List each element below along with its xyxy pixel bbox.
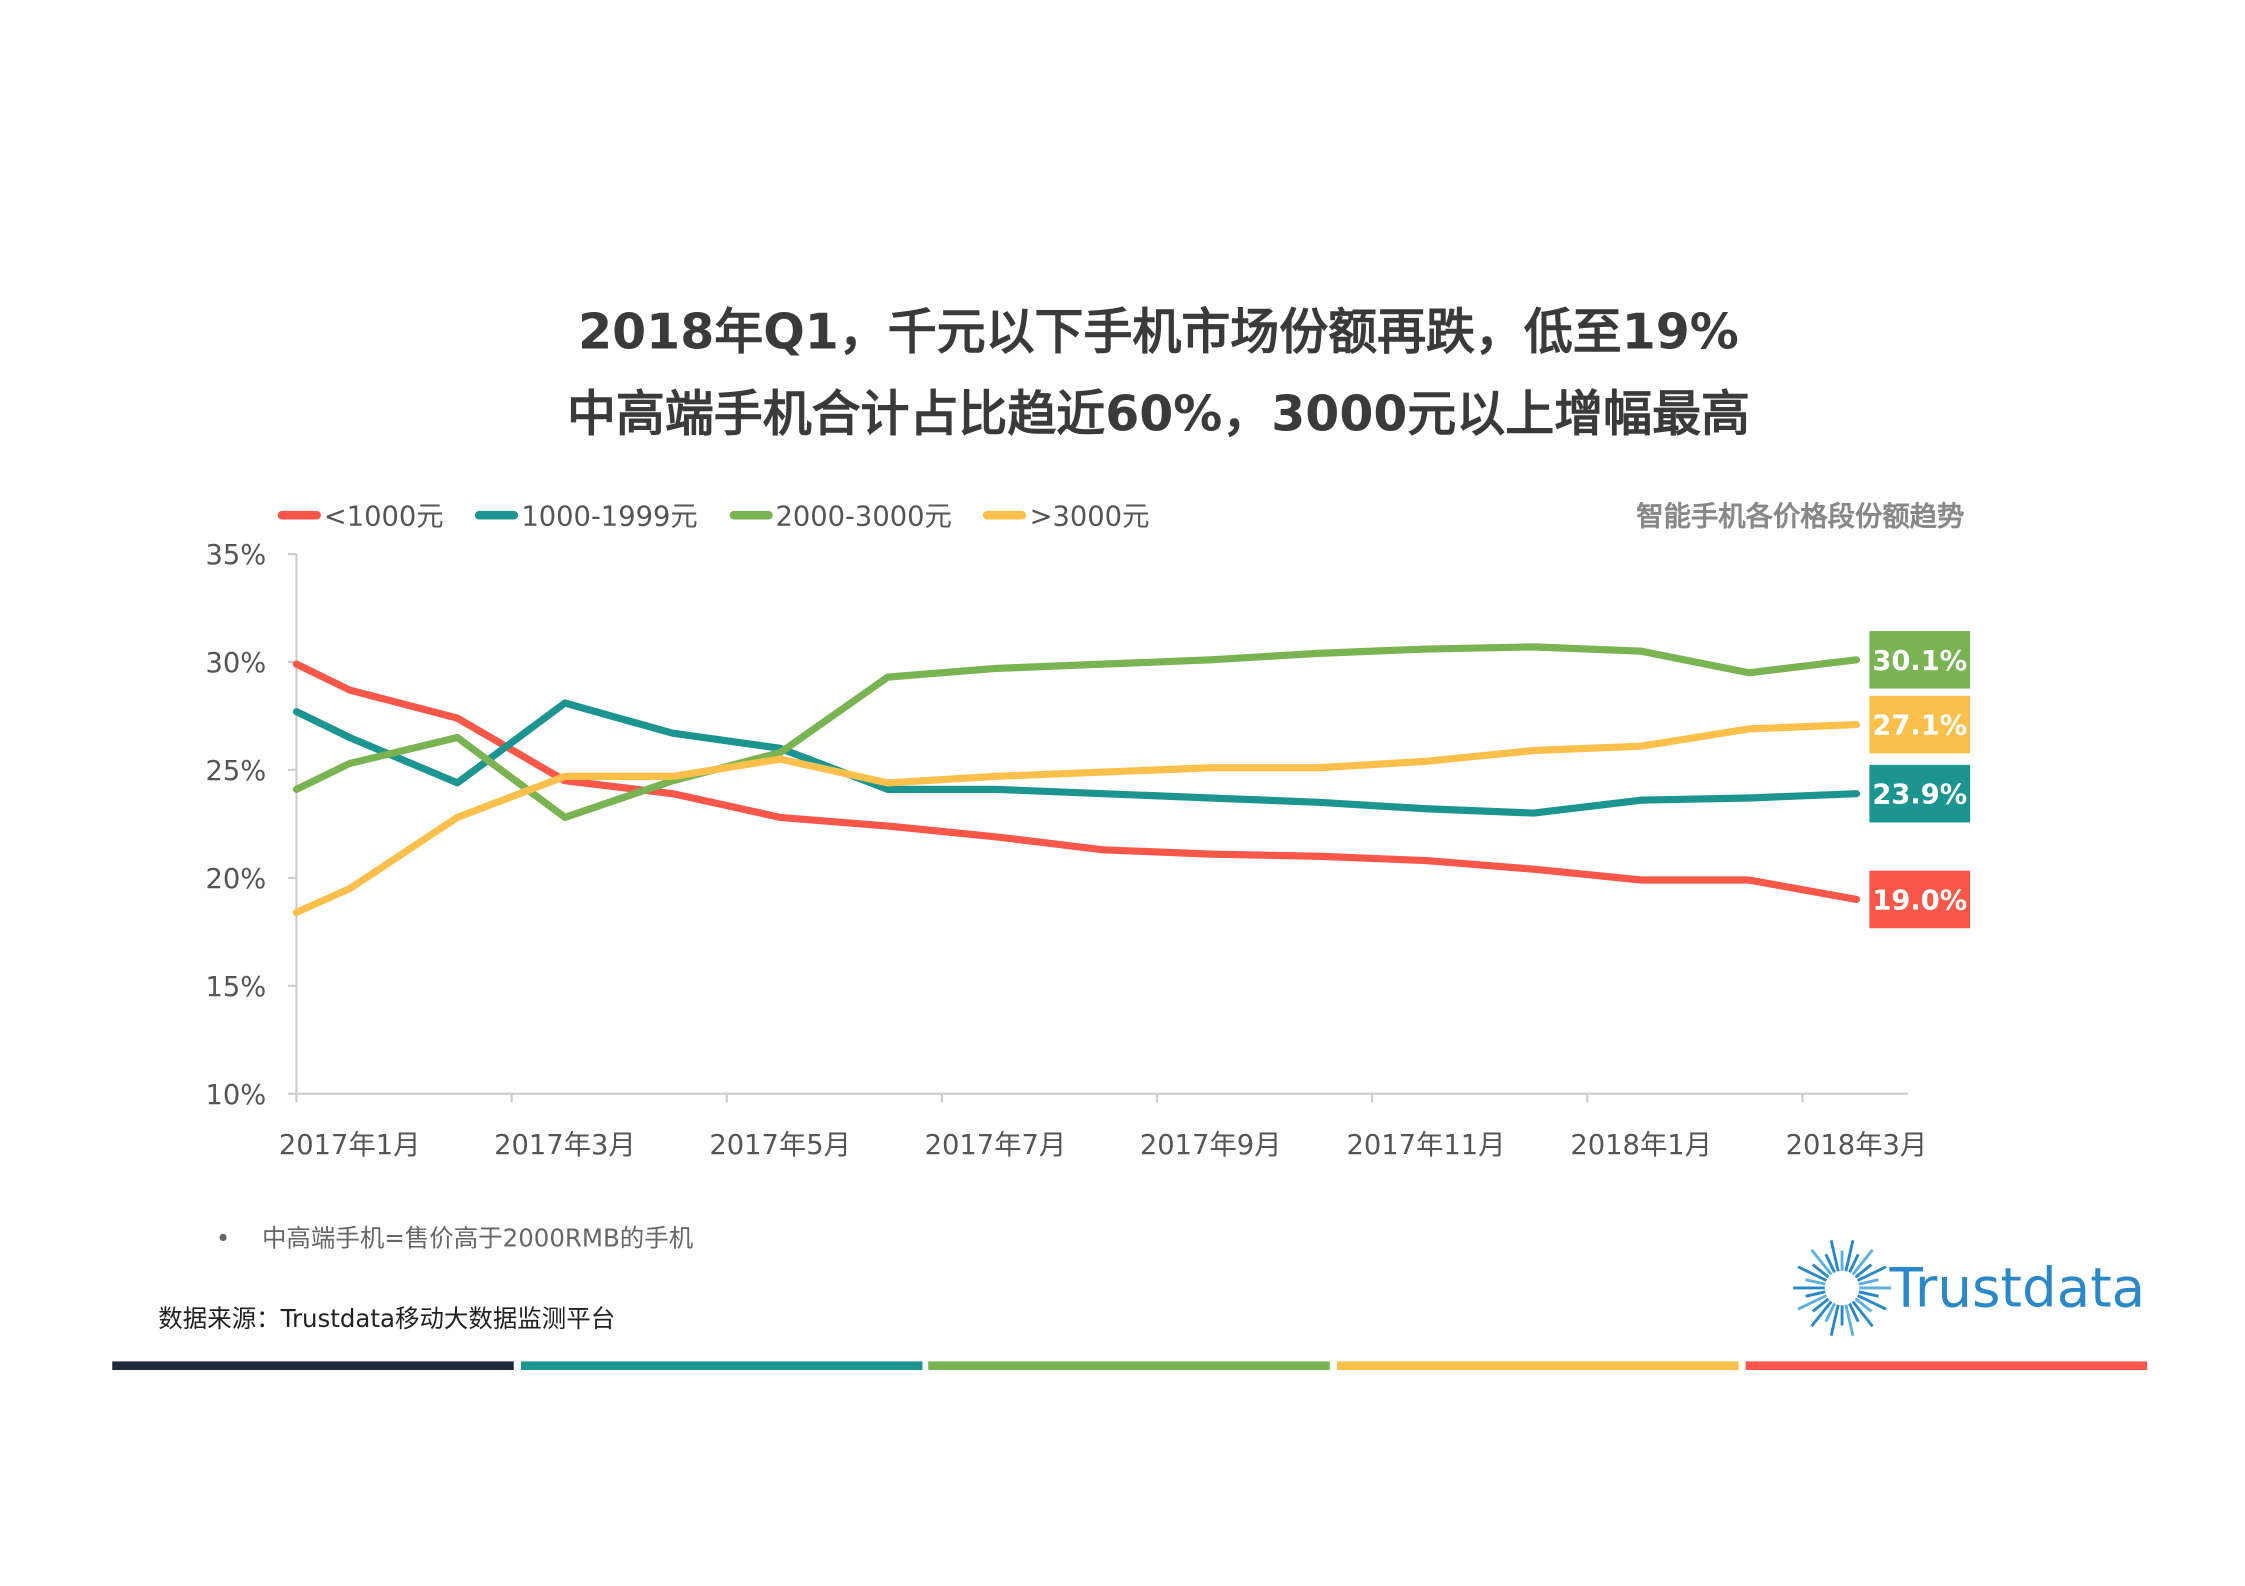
- sunburst-ray: [1858, 1290, 1879, 1298]
- bullet: •: [215, 1224, 231, 1254]
- sunburst-ray: [1829, 1304, 1840, 1337]
- chart-legend: <1000元 1000-1999元 2000-3000元 >3000元: [277, 495, 1150, 534]
- legend-swatch: [729, 510, 773, 519]
- footnote: • 中高端手机=售价高于2000RMB的手机: [215, 1217, 694, 1254]
- footer-bar-segment: [928, 1361, 1330, 1371]
- sunburst-ray: [1805, 1278, 1826, 1286]
- sunburst-ray: [1854, 1263, 1873, 1279]
- sunburst-ray: [1858, 1278, 1879, 1286]
- sunburst-ray: [1856, 1265, 1887, 1282]
- sunburst-ray: [1811, 1297, 1830, 1313]
- end-value-badge: [1869, 764, 1971, 823]
- chart-title: 智能手机各价格段份额趋势: [1636, 500, 1965, 533]
- data-source: 数据来源：Trustdata移动大数据监测平台: [158, 1305, 616, 1335]
- sunburst-ray: [1810, 1248, 1833, 1276]
- title-line-1: 2018年Q1，千元以下手机市场份额再跌，低至19%: [578, 303, 1739, 362]
- sunburst-ray: [1848, 1253, 1860, 1274]
- sunburst-ray: [1854, 1297, 1873, 1313]
- sunburst-ray: [1824, 1253, 1836, 1274]
- footer-bar-segment: [1745, 1361, 2148, 1371]
- legend-item: >3000元: [983, 495, 1150, 534]
- sunburst-ray: [1844, 1239, 1855, 1272]
- legend-item: 2000-3000元: [729, 495, 952, 534]
- x-tick-label: 2017年11月: [1346, 1130, 1505, 1161]
- legend-swatch: [475, 510, 519, 519]
- sunburst-ray: [1851, 1300, 1874, 1328]
- footer-bar-segment: [112, 1361, 514, 1371]
- x-tick-label: 2018年1月: [1570, 1130, 1712, 1161]
- series-line-3: [292, 720, 1861, 916]
- x-tick-label: 2018年3月: [1786, 1130, 1928, 1161]
- end-value-label: 30.1%: [1872, 646, 1967, 677]
- end-value-badge: [1869, 695, 1971, 754]
- sunburst-ray: [1797, 1294, 1828, 1311]
- footer-bar-segment: [1336, 1361, 1739, 1371]
- legend-label: <1000元: [323, 500, 444, 533]
- sunburst-ray: [1851, 1248, 1874, 1276]
- end-value-badge: [1869, 870, 1971, 929]
- end-value-label: 23.9%: [1872, 780, 1967, 811]
- sunburst-ray: [1829, 1239, 1840, 1272]
- y-tick-label: 30%: [205, 648, 266, 679]
- y-tick-label: 20%: [205, 864, 266, 895]
- legend-item: <1000元: [277, 495, 444, 534]
- sunburst-ray: [1811, 1263, 1830, 1279]
- sunburst-ray: [1797, 1265, 1828, 1282]
- title-line-2: 中高端手机合计占比趋近60%，3000元以上增幅最高: [566, 385, 1750, 444]
- footer-bar-segment: [520, 1361, 923, 1371]
- legend-label: >3000元: [1029, 500, 1150, 533]
- end-value-badge: [1869, 631, 1971, 689]
- x-tick-label: 2017年9月: [1140, 1130, 1282, 1161]
- x-tick-label: 2017年5月: [709, 1130, 851, 1161]
- legend-swatch: [983, 510, 1027, 519]
- end-value-label: 27.1%: [1872, 711, 1967, 742]
- x-tick-label: 2017年1月: [279, 1130, 421, 1161]
- legend-item: 1000-1999元: [475, 495, 698, 534]
- sunburst-ray: [1848, 1302, 1860, 1323]
- y-tick-label: 35%: [205, 540, 266, 571]
- sunburst-icon: [1793, 1239, 1891, 1337]
- end-value-label: 19.0%: [1872, 886, 1967, 917]
- series-line-2: [292, 643, 1861, 822]
- legend-label: 2000-3000元: [775, 500, 952, 533]
- x-tick-label: 2017年7月: [925, 1130, 1067, 1161]
- footnote-text: 中高端手机=售价高于2000RMB的手机: [261, 1224, 694, 1254]
- legend-label: 1000-1999元: [521, 500, 698, 533]
- sunburst-ray: [1810, 1300, 1833, 1328]
- sunburst-ray: [1844, 1304, 1855, 1337]
- y-tick-label: 10%: [205, 1080, 266, 1111]
- series-line-1: [292, 699, 1861, 817]
- series-line-0: [292, 660, 1861, 904]
- x-tick-label: 2017年3月: [494, 1130, 636, 1161]
- logo-text: Trustdata: [1889, 1256, 2146, 1320]
- trustdata-logo: Trustdata: [1792, 1230, 2145, 1345]
- sunburst-ray: [1856, 1294, 1887, 1311]
- legend-swatch: [277, 510, 321, 519]
- sunburst-ray: [1805, 1290, 1826, 1298]
- y-tick-label: 25%: [205, 756, 266, 787]
- sunburst-ray: [1824, 1302, 1836, 1323]
- y-tick-label: 15%: [205, 972, 266, 1003]
